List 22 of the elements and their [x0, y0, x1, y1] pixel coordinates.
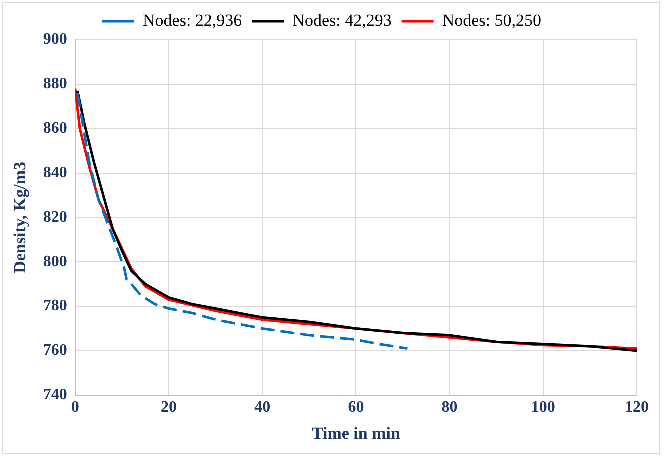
- y-tick-label: 760: [43, 342, 68, 360]
- x-tick-label: 40: [254, 399, 271, 416]
- legend-label: Nodes: 22,936: [143, 10, 242, 30]
- y-tick-label: 860: [43, 120, 68, 137]
- x-tick-label: 120: [625, 399, 649, 416]
- x-axis-title: Time in min: [312, 424, 401, 444]
- y-tick-label: 780: [43, 298, 68, 315]
- legend-label: Nodes: 42,293: [292, 10, 392, 30]
- y-tick-label: 880: [43, 76, 68, 93]
- y-tick-label: 820: [43, 208, 68, 226]
- y-tick-label: 800: [43, 253, 68, 270]
- y-tick-label: 900: [43, 31, 68, 48]
- x-tick-label: 0: [71, 399, 80, 416]
- x-tick-label: 80: [442, 399, 458, 416]
- line-series: [76, 92, 409, 350]
- legend-label: Nodes: 50,250: [442, 10, 542, 30]
- y-tick-label: 840: [43, 164, 68, 182]
- x-tick-label: 20: [161, 399, 177, 416]
- y-axis-title: Density, Kg/m3: [10, 162, 30, 274]
- x-tick-label: 100: [531, 399, 556, 416]
- y-tick-label: 740: [43, 386, 68, 404]
- x-tick-label: 60: [348, 399, 364, 416]
